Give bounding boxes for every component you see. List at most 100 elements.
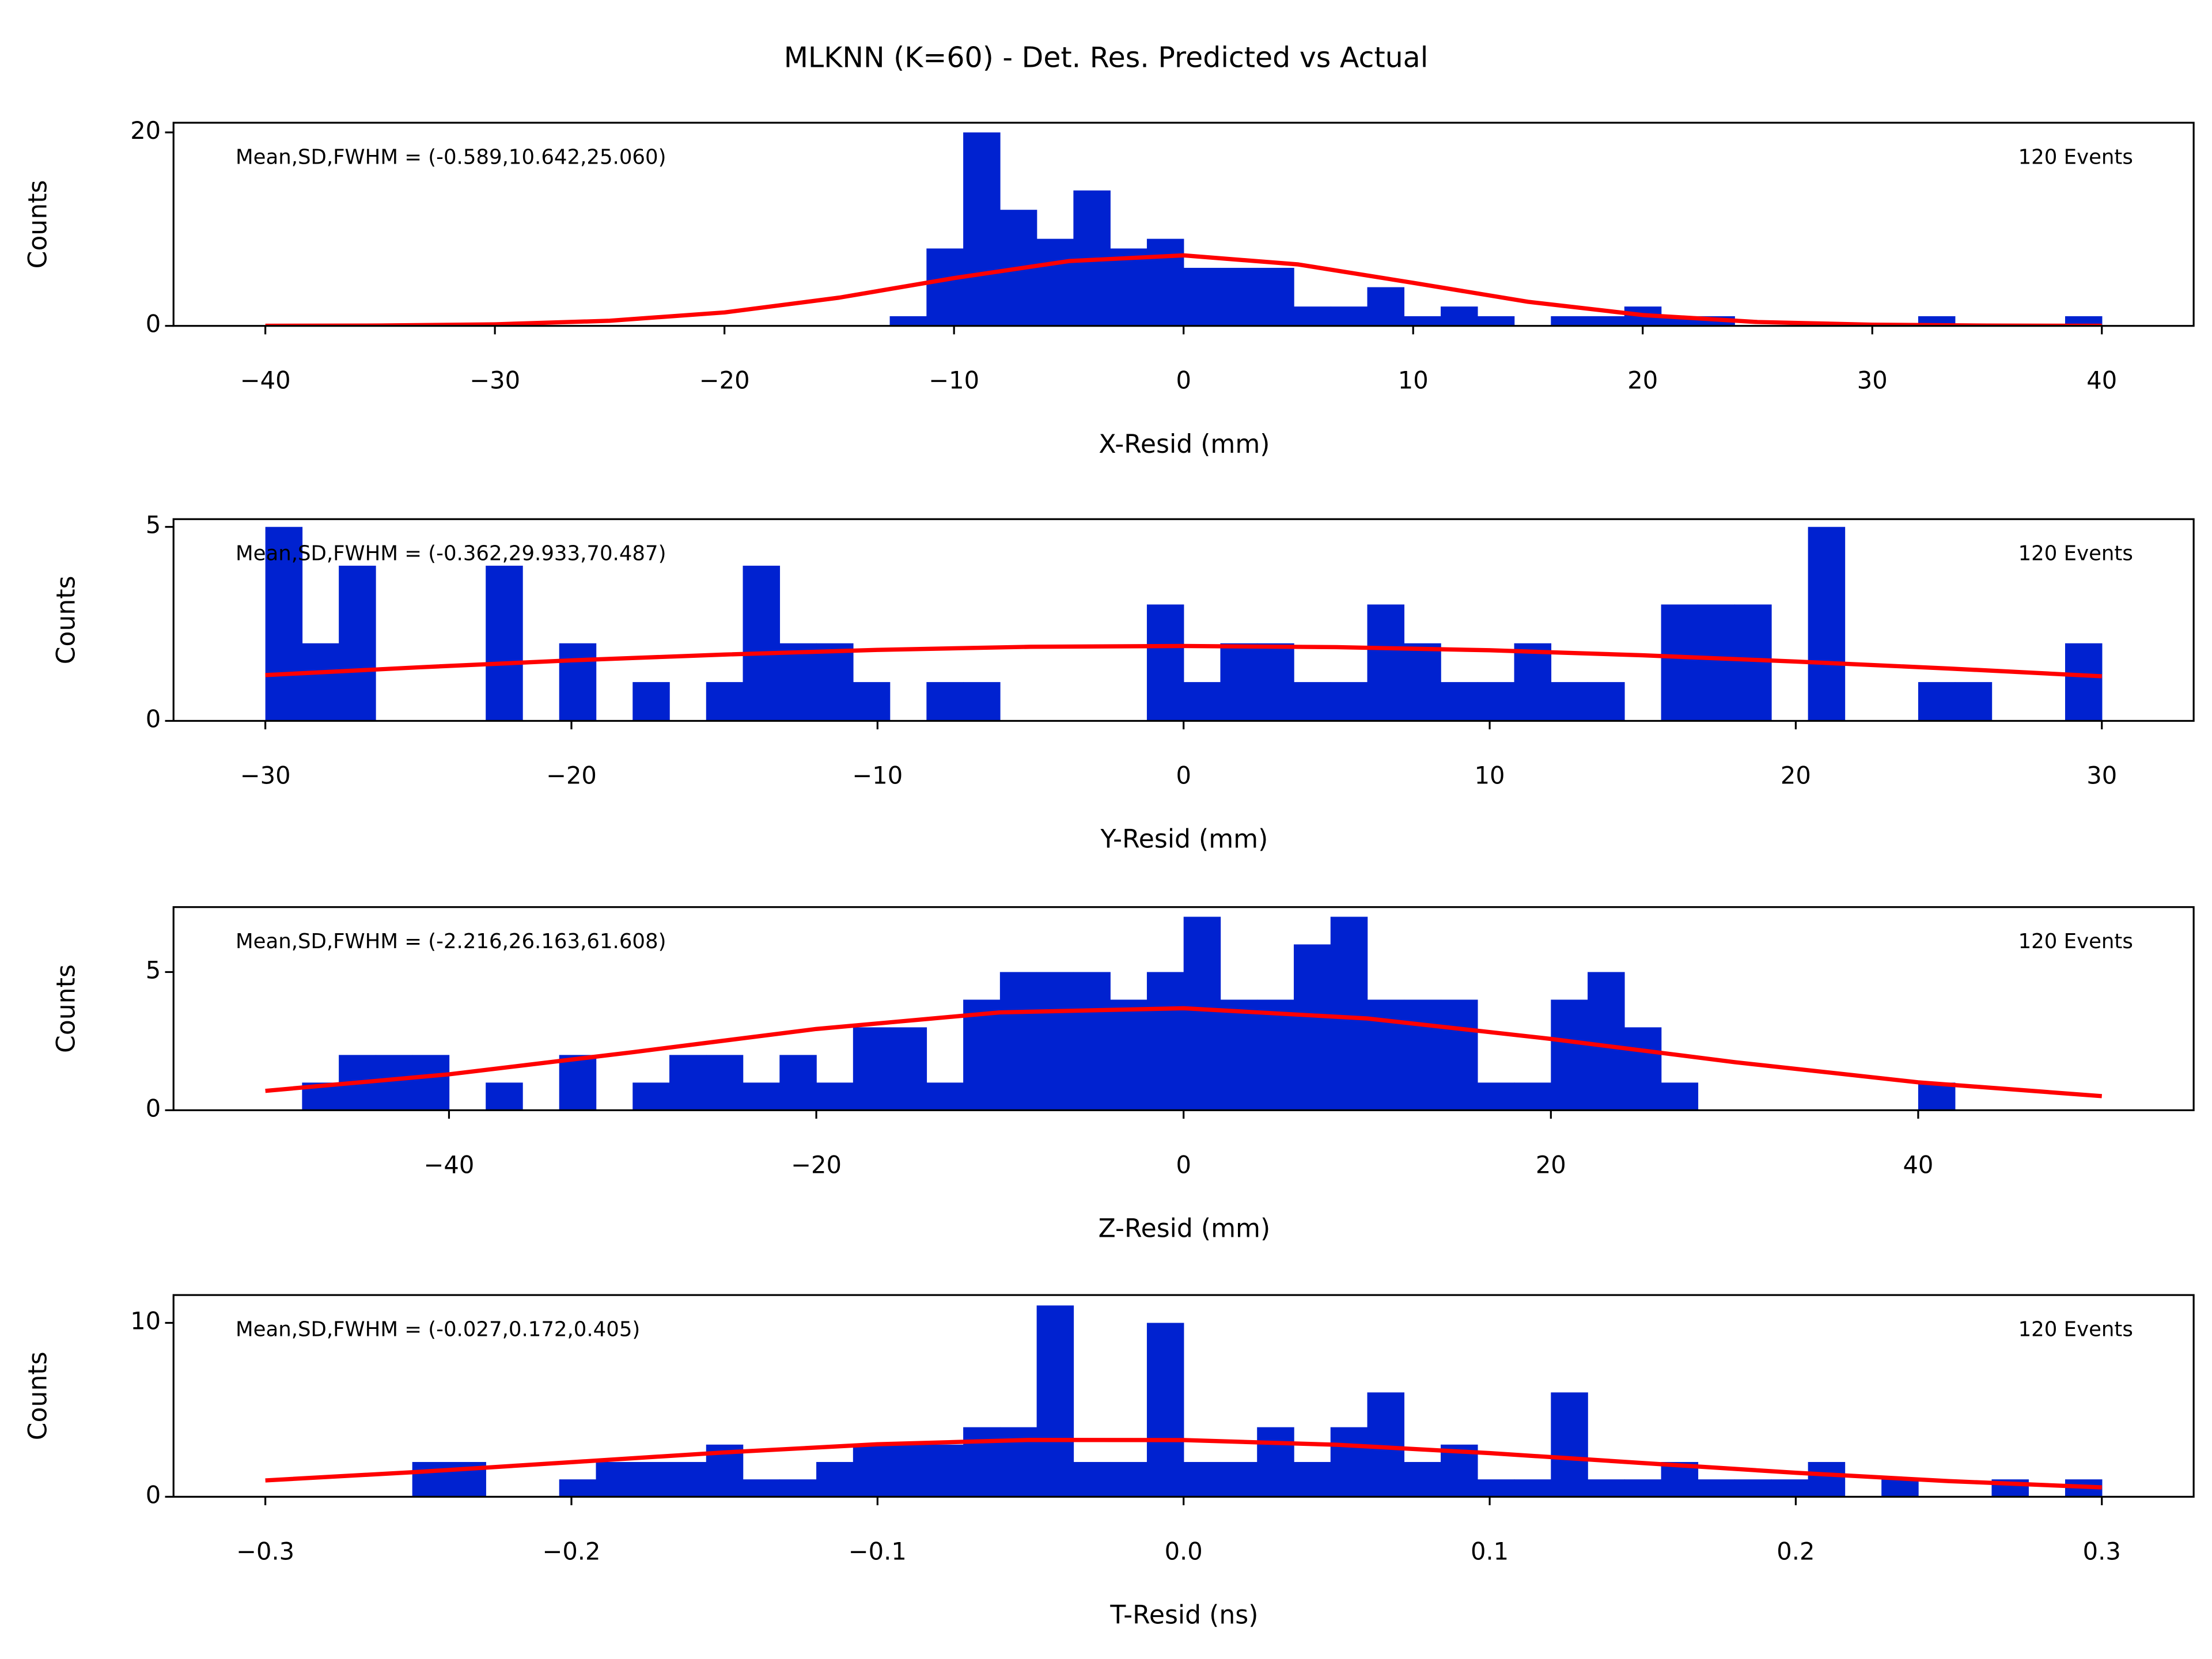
bar — [926, 1082, 964, 1111]
x-tick-label: −20 — [546, 761, 597, 789]
x-axis-label: X-Resid (mm) — [1099, 430, 1270, 459]
bar — [596, 1461, 633, 1497]
bar — [1551, 682, 1588, 721]
bar — [853, 1027, 891, 1111]
bar — [1477, 1082, 1515, 1111]
bar — [1220, 999, 1257, 1111]
bar — [1808, 527, 1846, 721]
bar — [743, 566, 781, 721]
bar — [1477, 1479, 1515, 1497]
annotation: Mean,SD,FWHM = (-0.589,10.642,25.060) — [236, 145, 666, 169]
bar — [853, 682, 891, 721]
bar — [1734, 1479, 1772, 1497]
x-tick-label: 0.0 — [1165, 1537, 1203, 1565]
bar — [1734, 604, 1772, 721]
bar — [1955, 682, 1993, 721]
x-tick-label: −10 — [929, 366, 979, 395]
bar — [559, 1055, 597, 1111]
y-axis-label: Counts — [24, 180, 53, 268]
bar — [743, 1479, 781, 1497]
x-tick-label: 0 — [1176, 761, 1191, 789]
x-tick-label: 0.1 — [1471, 1537, 1509, 1565]
panel: −40 −30 −20 −10 0 10 20 30 40 0 20 X-Resid (mm) Coun… — [24, 116, 2195, 459]
x-tick-label: −30 — [469, 366, 520, 395]
bar — [889, 1027, 927, 1111]
bar — [1330, 682, 1368, 721]
panel: −30 −20 −10 0 10 20 30 0 5 Y-Resid (mm) Counts Mean… — [52, 511, 2195, 854]
y-tick-label: 0 — [146, 1094, 161, 1122]
x-tick-label: −0.1 — [849, 1537, 907, 1565]
bar — [999, 1427, 1037, 1497]
x-tick-label: 20 — [1536, 1150, 1566, 1179]
x-tick-label: 0 — [1176, 366, 1191, 395]
bar — [963, 132, 1001, 326]
bar — [1183, 682, 1221, 721]
bar — [1404, 999, 1441, 1111]
x-tick-label: −30 — [240, 761, 291, 789]
bar — [1036, 238, 1074, 326]
bar — [1588, 972, 1625, 1111]
y-tick-label: 5 — [146, 511, 161, 539]
bar — [1551, 1392, 1588, 1497]
bar — [1110, 999, 1147, 1111]
bar — [1514, 1479, 1552, 1497]
bar — [706, 682, 744, 721]
fit-curve — [265, 1437, 2102, 1490]
bar — [1367, 1392, 1405, 1497]
bar — [1330, 1427, 1368, 1497]
bar — [1588, 682, 1625, 721]
bar — [816, 643, 854, 721]
bar — [1330, 916, 1368, 1111]
bar — [2065, 316, 2103, 326]
y-axis-label: Counts — [24, 1351, 53, 1440]
bar — [926, 682, 964, 721]
bar — [926, 1444, 964, 1497]
x-tick-label: −0.3 — [236, 1537, 294, 1565]
x-tick-label: 40 — [2086, 366, 2117, 395]
x-axis-label: Z-Resid (mm) — [1099, 1214, 1271, 1244]
x-tick-label: 30 — [2086, 761, 2117, 789]
bar — [1771, 1479, 1809, 1497]
y-tick-label: 5 — [146, 956, 161, 984]
bar — [889, 1444, 927, 1497]
annotation: Mean,SD,FWHM = (-0.027,0.172,0.405) — [236, 1317, 640, 1341]
bar — [486, 1082, 523, 1111]
bar — [1183, 267, 1221, 326]
annotation: Mean,SD,FWHM = (-2.216,26.163,61.608) — [236, 930, 666, 953]
bar — [1220, 267, 1257, 326]
x-tick-label: 0.3 — [2083, 1537, 2121, 1565]
x-tick-label: 10 — [1475, 761, 1505, 789]
bar — [1257, 267, 1294, 326]
y-tick-label: 0 — [146, 1480, 161, 1509]
x-tick-label: 40 — [1903, 1150, 1933, 1179]
x-tick-label: −40 — [424, 1150, 475, 1179]
x-axis-label: T-Resid (ns) — [1109, 1601, 1258, 1630]
x-tick-label: −20 — [791, 1150, 842, 1179]
bar — [302, 643, 339, 721]
bar — [1146, 604, 1184, 721]
x-tick-label: 10 — [1398, 366, 1429, 395]
bar — [339, 566, 376, 721]
bar — [743, 1082, 781, 1111]
bar — [779, 643, 817, 721]
bar — [1330, 306, 1368, 326]
annotation: Mean,SD,FWHM = (-0.362,29.933,70.487) — [236, 541, 666, 565]
plot-area — [265, 916, 2103, 1111]
bar — [1220, 1461, 1257, 1497]
fit-curve — [265, 643, 2102, 679]
x-tick-label: 20 — [1781, 761, 1811, 789]
figure-title: MLKNN (K=60) - Det. Res. Predicted vs Ac… — [784, 41, 1429, 74]
events-label: 120 Events — [2018, 541, 2133, 565]
bar — [1404, 643, 1441, 721]
bar — [1477, 316, 1515, 326]
bar — [779, 1055, 817, 1111]
y-tick-label: 20 — [130, 116, 161, 145]
bar — [963, 1427, 1001, 1497]
plot-area — [265, 527, 2103, 721]
bar — [1220, 643, 1257, 721]
bar — [1918, 682, 1956, 721]
bar — [1441, 306, 1478, 326]
panel: −0.3 −0.2 −0.1 0.0 0.1 0.2 0.3 0 10 T-Resid (ns) C… — [24, 1294, 2195, 1630]
bar — [486, 566, 523, 721]
